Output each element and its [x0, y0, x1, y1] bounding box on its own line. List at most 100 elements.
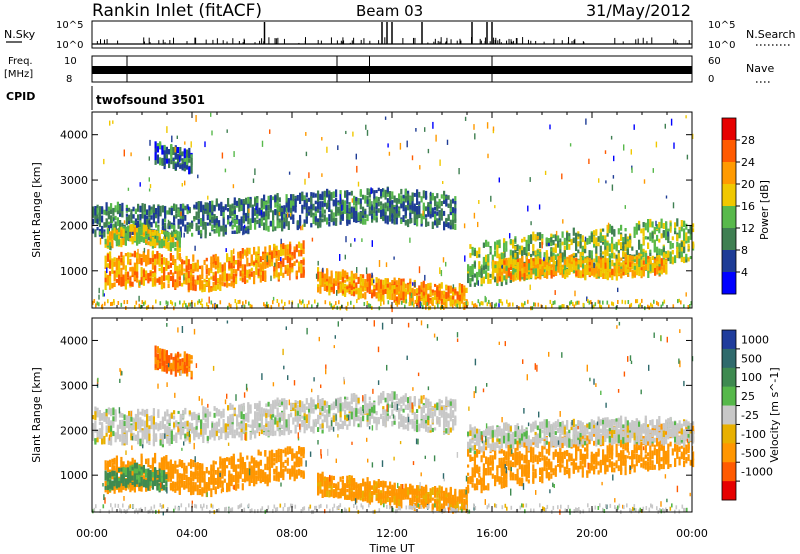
heatmap-cell	[261, 140, 264, 147]
heatmap-cell	[128, 423, 131, 433]
heatmap-cell	[593, 304, 595, 309]
beam-title: Beam 03	[356, 2, 423, 20]
heatmap-cell	[640, 245, 643, 252]
heatmap-cell	[249, 221, 252, 230]
heatmap-cell	[393, 195, 396, 203]
heatmap-cell	[621, 299, 624, 304]
heatmap-cell	[442, 181, 444, 185]
heatmap-cell	[142, 251, 145, 260]
heatmap-cell	[237, 300, 240, 304]
heatmap-cell	[485, 297, 487, 302]
heatmap-cell	[98, 206, 101, 215]
heatmap-cell	[136, 232, 139, 242]
heatmap-cell	[564, 265, 567, 274]
heatmap-cell	[420, 196, 423, 203]
colorbar-segment	[722, 118, 736, 141]
heatmap-cell	[226, 273, 229, 281]
heatmap-cell	[510, 266, 513, 270]
heatmap-cell	[227, 420, 230, 424]
heatmap-cell	[114, 432, 117, 440]
heatmap-cell	[121, 211, 124, 218]
heatmap-cell	[660, 249, 663, 254]
heatmap-cell	[422, 287, 425, 293]
heatmap-cell	[602, 260, 605, 264]
heatmap-cell	[148, 220, 151, 225]
heatmap-cell	[643, 179, 646, 184]
heatmap-cell	[168, 149, 171, 155]
heatmap-cell	[129, 267, 132, 271]
heatmap-cell	[238, 206, 241, 212]
heatmap-cell	[230, 304, 232, 309]
heatmap-cell	[263, 201, 266, 210]
heatmap-cell	[236, 219, 239, 225]
heatmap-cell	[528, 263, 531, 271]
heatmap-cell	[624, 254, 627, 263]
heatmap-cell	[248, 262, 251, 267]
heatmap-cell	[400, 188, 403, 195]
heatmap-cell	[215, 198, 218, 207]
heatmap-cell	[159, 425, 162, 430]
heatmap-cell	[154, 266, 157, 275]
heatmap-cell	[665, 221, 668, 230]
heatmap-cell	[147, 276, 150, 284]
heatmap-cell	[373, 289, 376, 296]
heatmap-cell	[373, 286, 376, 291]
heatmap-cell	[478, 247, 481, 254]
heatmap-cell	[214, 271, 217, 275]
heatmap-cell	[277, 272, 280, 277]
heatmap-cell	[480, 278, 483, 285]
heatmap-cell	[380, 215, 383, 219]
heatmap-cell	[543, 252, 546, 259]
heatmap-cell	[178, 237, 181, 242]
heatmap-cell	[104, 278, 107, 283]
heatmap-cell	[249, 199, 252, 208]
heatmap-cell	[411, 294, 414, 304]
heatmap-cell	[361, 238, 363, 242]
heatmap-cell	[579, 234, 582, 239]
heatmap-cell	[192, 263, 195, 270]
colorbar-tick-label: 20	[741, 178, 755, 191]
heatmap-cell	[254, 223, 257, 230]
heatmap-cell	[452, 291, 455, 296]
heatmap-cell	[210, 300, 213, 305]
heatmap-cell	[127, 187, 130, 191]
heatmap-cell	[185, 303, 187, 308]
heatmap-cell	[239, 254, 242, 259]
heatmap-cell	[595, 239, 598, 247]
heatmap-cell	[505, 272, 508, 280]
heatmap-cell	[105, 412, 108, 419]
heatmap-cell	[92, 434, 95, 441]
heatmap-cell	[106, 253, 109, 262]
heatmap-cell	[256, 219, 259, 225]
heatmap-cell	[399, 142, 402, 150]
heatmap-cell	[109, 271, 112, 277]
heatmap-cell	[509, 302, 511, 307]
heatmap-cell	[188, 147, 191, 157]
heatmap-cell	[391, 214, 394, 221]
heatmap-cell	[152, 425, 155, 431]
heatmap-cell	[127, 256, 130, 265]
heatmap-cell	[389, 191, 392, 200]
heatmap-cell	[231, 404, 234, 410]
heatmap-cell	[427, 221, 430, 227]
heatmap-cell	[173, 410, 176, 415]
heatmap-cell	[314, 206, 317, 212]
heatmap-cell	[436, 211, 439, 216]
heatmap-cell	[669, 252, 672, 261]
heatmap-cell	[293, 246, 296, 251]
heatmap-cell	[191, 430, 194, 434]
heatmap-cell	[610, 135, 613, 140]
heatmap-cell	[113, 282, 116, 287]
heatmap-cell	[217, 256, 220, 262]
heatmap-cell	[658, 221, 661, 229]
heatmap-cell	[557, 240, 560, 248]
heatmap-cell	[170, 300, 172, 304]
heatmap-cell	[617, 287, 619, 293]
heatmap-cell	[519, 267, 522, 273]
heatmap-cell	[96, 436, 99, 443]
heatmap-cell	[277, 249, 280, 257]
heatmap-cell	[195, 115, 197, 122]
heatmap-cell	[211, 428, 214, 436]
heatmap-cell	[106, 239, 109, 246]
heatmap-cell	[566, 245, 569, 250]
